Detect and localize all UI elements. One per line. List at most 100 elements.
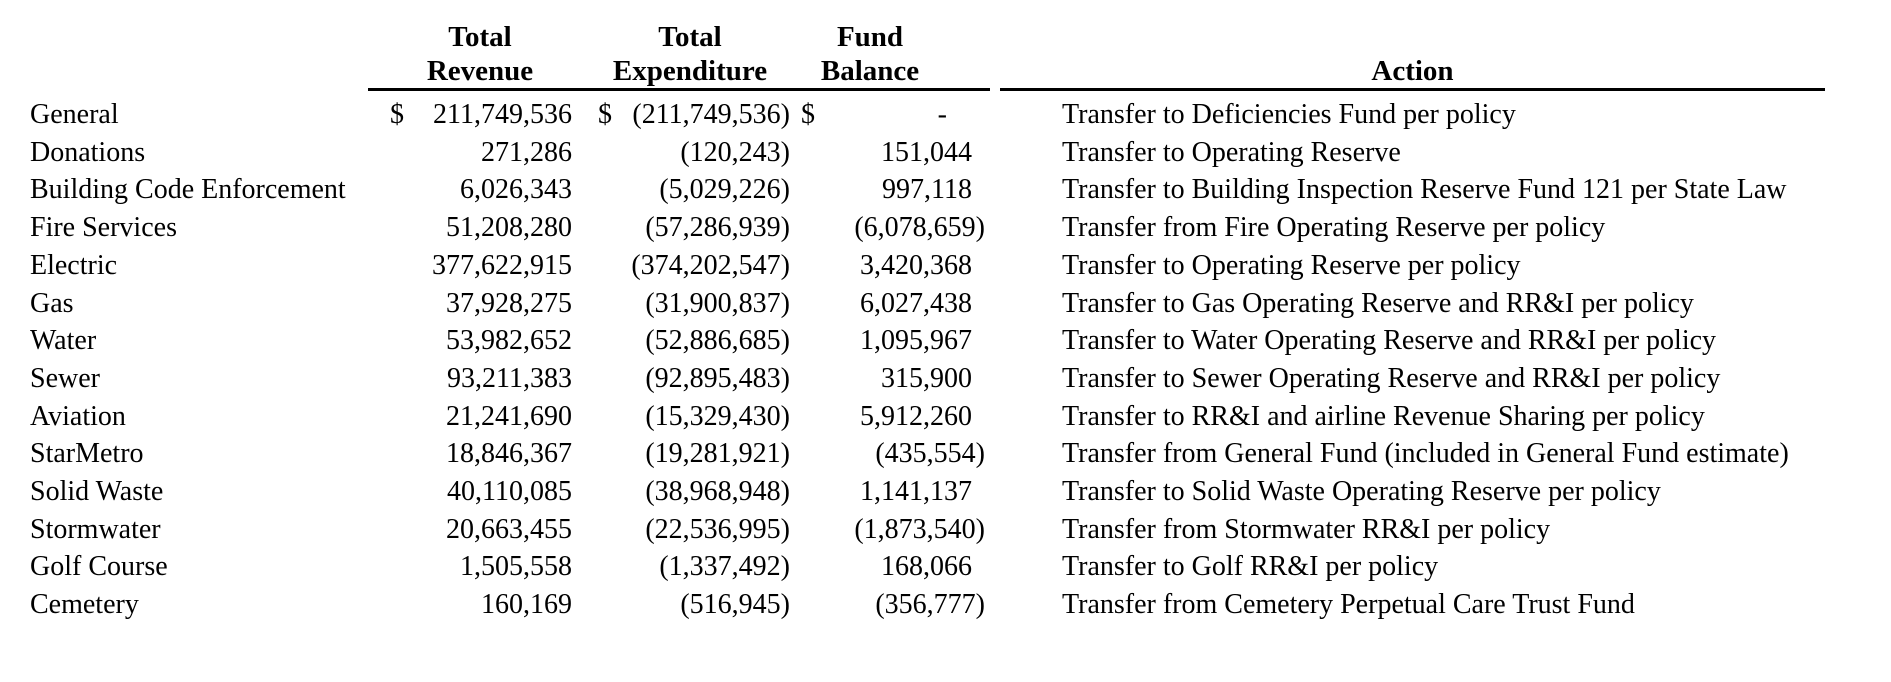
col-header-balance-line2: Balance (820, 55, 920, 87)
fund-balance-cell: 315,900 (795, 360, 985, 398)
fund-balance-cell: $ - (795, 96, 985, 134)
table-row: Aviation 21,241,690 (15,329,430) 5,912,2… (0, 398, 1891, 436)
table-row: StarMetro 18,846,367 (19,281,921) (435,5… (0, 435, 1891, 473)
col-header-expenditure-line2: Expenditure (612, 55, 768, 87)
total-revenue-value: 1,505,558 (460, 551, 572, 583)
total-expenditure-cell: (5,029,226) (592, 171, 790, 209)
total-revenue-cell: 6,026,343 (380, 171, 572, 209)
fund-name: Fire Services (30, 212, 177, 244)
fund-name: Solid Waste (30, 476, 164, 507)
action-text: Transfer to Building Inspection Reserve … (1062, 174, 1787, 206)
fund-name: Sewer (30, 362, 100, 394)
total-expenditure-value: (92,895,483) (645, 362, 790, 394)
fund-name: Donations (30, 136, 146, 168)
total-expenditure-cell: (52,886,685) (592, 322, 790, 360)
fund-balance-value: 997,118 (882, 174, 972, 206)
fund-balance-value: 168,066 (881, 551, 972, 583)
action-text: Transfer from Stormwater RR&I per policy (1062, 513, 1551, 545)
total-revenue-cell: 53,982,652 (380, 322, 572, 360)
fund-balance-value: 151,044 (881, 136, 972, 168)
total-revenue-cell: 37,928,275 (380, 285, 572, 323)
total-revenue-value: 53,982,652 (446, 325, 572, 357)
col-header-revenue-line1: Total (448, 21, 512, 53)
table-row: Fire Services 51,208,280 (57,286,939) (6… (0, 209, 1891, 247)
total-expenditure-cell: (15,329,430) (592, 398, 790, 436)
total-expenditure-value: (31,900,837) (645, 287, 790, 319)
fund-name: Aviation (30, 400, 126, 432)
total-expenditure-value: (120,243) (680, 136, 790, 168)
fund-balance-cell: 168,066 (795, 548, 985, 586)
total-revenue-cell: 21,241,690 (380, 398, 572, 436)
total-expenditure-cell: (374,202,547) (592, 247, 790, 285)
fund-name: Gas (30, 287, 74, 319)
total-expenditure-cell: (22,536,995) (592, 511, 790, 549)
table-row: General $211,749,536 $ (211,749,536) $ - T… (0, 96, 1891, 134)
fund-name: Stormwater (30, 513, 161, 545)
action-text: Transfer to Solid Waste Operating Reserv… (1062, 476, 1661, 507)
fund-name: Electric (30, 249, 118, 281)
action-text: Transfer to Golf RR&I per policy (1062, 551, 1439, 583)
fund-balance-value: 6,027,438 (860, 287, 972, 319)
total-revenue-value: 93,211,383 (447, 362, 572, 394)
fund-balance-cell: 997,118 (795, 171, 985, 209)
fund-name: Water (30, 325, 97, 357)
fund-balance-cell: (6,078,659) (795, 209, 985, 247)
total-expenditure-value: (38,968,948) (645, 476, 790, 507)
currency-symbol: $ (390, 99, 404, 130)
table-row: Stormwater 20,663,455 (22,536,995) (1,87… (0, 511, 1891, 549)
total-revenue-value: 20,663,455 (446, 513, 572, 545)
fund-balance-value: (1,873,540) (854, 513, 985, 545)
total-revenue-value: 160,169 (481, 589, 572, 621)
action-text: Transfer to Gas Operating Reserve and RR… (1062, 287, 1694, 319)
col-header-balance-line1: Fund (836, 21, 904, 53)
table-row: Electric 377,622,915 (374,202,547) 3,420… (0, 247, 1891, 285)
col-header-expenditure-line1: Total (658, 21, 722, 53)
total-revenue-cell: 40,110,085 (380, 473, 572, 511)
fund-balance-cell: 3,420,368 (795, 247, 985, 285)
fund-name: Cemetery (30, 589, 139, 621)
currency-symbol: $ (801, 99, 815, 130)
fund-balance-value: 5,912,260 (860, 400, 972, 432)
total-revenue-cell: $211,749,536 (380, 96, 572, 134)
fund-balance-cell: 5,912,260 (795, 398, 985, 436)
fund-balance-cell: 1,141,137 (795, 473, 985, 511)
total-revenue-cell: 271,286 (380, 134, 572, 172)
table-row: Cemetery 160,169 (516,945) (356,777) Tra… (0, 586, 1891, 624)
table-row: Golf Course 1,505,558 (1,337,492) 168,06… (0, 548, 1891, 586)
total-revenue-value: 211,749,536 (433, 99, 572, 130)
table-row: Sewer 93,211,383 (92,895,483) 315,900 Tr… (0, 360, 1891, 398)
fund-balance-cell: 151,044 (795, 134, 985, 172)
total-expenditure-cell: (57,286,939) (592, 209, 790, 247)
fund-balance-cell: 6,027,438 (795, 285, 985, 323)
fund-balance-value: 1,095,967 (860, 325, 972, 357)
col-header-revenue-line2: Revenue (426, 55, 534, 87)
total-expenditure-cell: $ (211,749,536) (592, 96, 790, 134)
total-expenditure-cell: (38,968,948) (592, 473, 790, 511)
action-text: Transfer from Cemetery Perpetual Care Tr… (1062, 589, 1635, 621)
total-expenditure-cell: (120,243) (592, 134, 790, 172)
action-text: Transfer to RR&I and airline Revenue Sha… (1062, 400, 1705, 432)
action-column-underline (1000, 88, 1825, 91)
total-expenditure-cell: (1,337,492) (592, 548, 790, 586)
total-expenditure-value: (211,749,536) (632, 99, 790, 130)
total-revenue-value: 21,241,690 (446, 400, 572, 432)
total-expenditure-cell: (516,945) (592, 586, 790, 624)
fund-balance-value: 1,141,137 (860, 476, 972, 507)
fund-name: Building Code Enforcement (30, 174, 346, 206)
total-expenditure-value: (5,029,226) (659, 174, 790, 206)
fund-name: Golf Course (30, 551, 168, 583)
total-expenditure-cell: (19,281,921) (592, 435, 790, 473)
total-revenue-value: 377,622,915 (432, 249, 572, 281)
action-text: Transfer to Operating Reserve per policy (1062, 249, 1521, 281)
total-expenditure-value: (1,337,492) (659, 551, 790, 583)
total-revenue-value: 18,846,367 (446, 438, 572, 470)
total-expenditure-cell: (92,895,483) (592, 360, 790, 398)
action-text: Transfer to Operating Reserve (1062, 136, 1401, 168)
table-row: Gas 37,928,275 (31,900,837) 6,027,438 Tr… (0, 285, 1891, 323)
total-expenditure-value: (374,202,547) (631, 249, 790, 281)
total-revenue-cell: 160,169 (380, 586, 572, 624)
total-revenue-cell: 51,208,280 (380, 209, 572, 247)
total-expenditure-value: (22,536,995) (645, 513, 790, 545)
total-revenue-cell: 18,846,367 (380, 435, 572, 473)
